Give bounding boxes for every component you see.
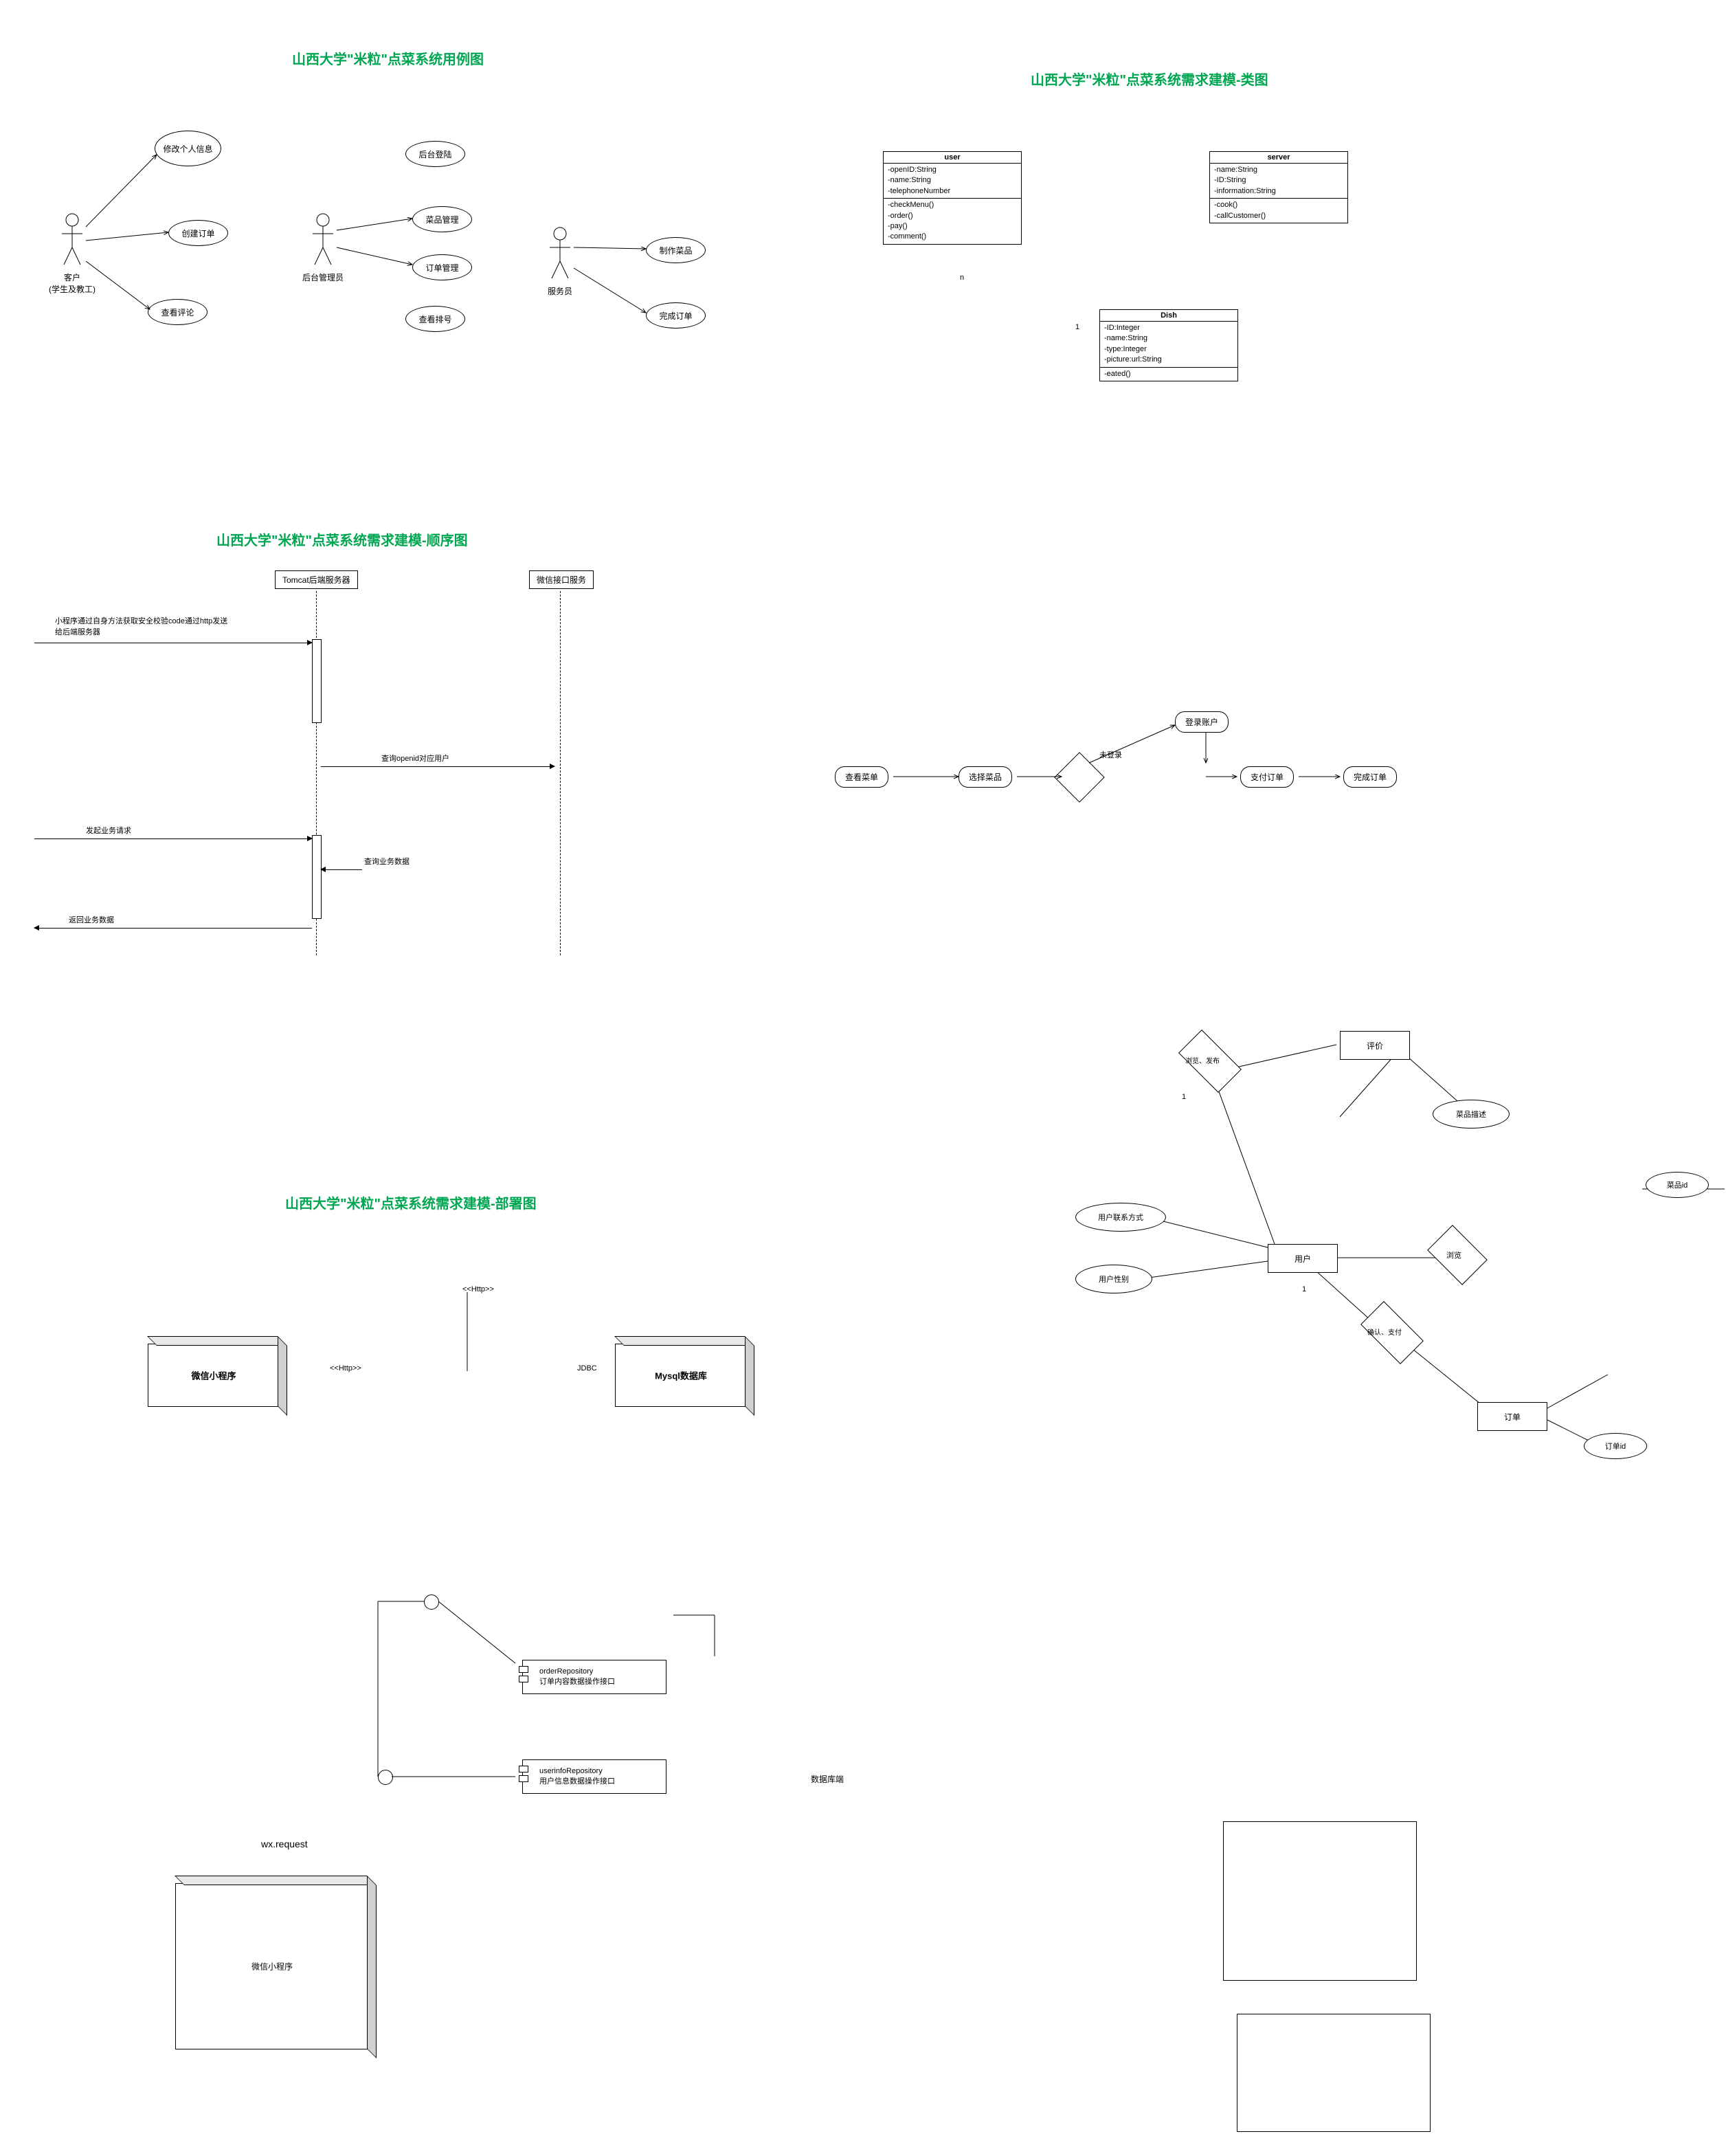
- component-order-repo-name: orderRepository: [539, 1667, 656, 1676]
- class-title: 山西大学"米粒"点菜系统需求建模-类图: [1031, 69, 1268, 89]
- seq-activation-1: [312, 639, 322, 723]
- er-dish-desc: 菜品描述: [1433, 1100, 1510, 1129]
- component-wx-request: wx.request: [261, 1838, 308, 1849]
- er-user: 用户: [1268, 1244, 1338, 1273]
- activity-connectors: [825, 687, 1443, 825]
- deploy-mysql-label: Mysql数据库: [616, 1369, 746, 1382]
- actor-customer-label: 客户 (学生及教工): [41, 271, 103, 295]
- seq-msg1: 小程序通过自身方法获取安全校验code通过http发送给后端服务器: [55, 615, 234, 637]
- class-dish-ops: -eated(): [1100, 368, 1237, 381]
- activity-pay-order: 支付订单: [1240, 766, 1294, 788]
- component-miniprogram-label: 微信小程序: [176, 1961, 368, 1972]
- component-user-repo-name: userinfoRepository: [539, 1767, 656, 1775]
- actor-admin-label: 后台管理员: [295, 271, 350, 283]
- class-dish-attrs: -ID:Integer -name:String -type:Integer -…: [1100, 322, 1237, 368]
- seq-title: 山西大学"米粒"点菜系统需求建模-顺序图: [216, 529, 468, 549]
- activity-select-dish: 选择菜品: [959, 766, 1012, 788]
- seq-arrow-3: [34, 838, 312, 839]
- class-mult-1: 1: [1075, 323, 1079, 331]
- seq-arrow-5: [321, 869, 362, 870]
- class-mult-n: n: [960, 274, 964, 282]
- seq-tomcat: Tomcat后端服务器: [275, 570, 358, 589]
- activity-complete-order: 完成订单: [1343, 766, 1397, 788]
- er-browse-label: 浏览: [1446, 1249, 1461, 1260]
- deploy-http-2: <<Http>>: [462, 1285, 494, 1293]
- component-order-repo-desc: 订单内容数据操作接口: [539, 1676, 656, 1687]
- seq-wechat: 微信接口服务: [529, 570, 594, 589]
- usecase-view-queue: 查看排号: [405, 306, 465, 332]
- usecase-order-mgmt: 订单管理: [412, 254, 472, 280]
- class-user-name: user: [884, 152, 1021, 164]
- component-circle-2: [378, 1770, 393, 1785]
- deploy-http-1: <<Http>>: [330, 1364, 361, 1372]
- component-user-repo-desc: 用户信息数据操作接口: [539, 1775, 656, 1786]
- usecase-make-dish: 制作菜品: [646, 237, 706, 263]
- component-circle-1: [424, 1594, 439, 1610]
- er-order-id: 订单id: [1584, 1433, 1647, 1459]
- seq-msg3: 发起业务请求: [86, 825, 131, 836]
- deploy-title: 山西大学"米粒"点菜系统需求建模-部署图: [285, 1192, 537, 1212]
- actor-waiter-label: 服务员: [539, 285, 581, 297]
- class-dish-name: Dish: [1100, 310, 1237, 322]
- er-one-1: 1: [1182, 1093, 1186, 1101]
- er-order: 订单: [1477, 1402, 1547, 1431]
- er-one-2: 1: [1302, 1285, 1306, 1293]
- deploy-connectors: [275, 1271, 618, 1409]
- component-user-repo: userinfoRepository 用户信息数据操作接口: [522, 1759, 666, 1794]
- usecase-backend-login: 后台登陆: [405, 141, 465, 167]
- seq-arrow-4: [34, 928, 312, 929]
- activity-not-login: 未登录: [1099, 749, 1122, 760]
- usecase-dish-mgmt: 菜品管理: [412, 206, 472, 232]
- class-dish: Dish -ID:Integer -name:String -type:Inte…: [1099, 309, 1238, 381]
- actor-waiter-icon: [546, 227, 574, 282]
- er-confirm-pay-label: 确认、支付: [1367, 1326, 1402, 1337]
- empty-box-2: [1237, 2014, 1431, 2132]
- usecase-view-review: 查看评论: [148, 299, 208, 325]
- class-server-ops: -cook() -callCustomer(): [1210, 199, 1347, 223]
- usecase-modify-info: 修改个人信息: [155, 131, 221, 166]
- seq-arrow-2: [321, 766, 554, 767]
- seq-msg5: 查询业务数据: [364, 856, 410, 867]
- er-browse-publish-label: 浏览、发布: [1185, 1055, 1220, 1065]
- component-order-repo: orderRepository 订单内容数据操作接口: [522, 1660, 666, 1694]
- component-db-side: 数据库端: [811, 1773, 844, 1785]
- class-user: user -openID:String -name:String -teleph…: [883, 151, 1022, 245]
- empty-box-1: [1223, 1821, 1417, 1981]
- seq-lifeline-wechat: [560, 591, 561, 955]
- actor-customer-icon: [58, 213, 86, 268]
- deploy-mysql: Mysql数据库: [615, 1344, 747, 1407]
- activity-decision: [1054, 752, 1105, 803]
- activity-login-user: 登录账户: [1175, 711, 1229, 733]
- class-user-ops: -checkMenu() -order() -pay() -comment(): [884, 199, 1021, 244]
- class-user-attrs: -openID:String -name:String -telephoneNu…: [884, 164, 1021, 199]
- seq-activation-2: [312, 835, 322, 919]
- class-server-name: server: [1210, 152, 1347, 164]
- deploy-miniprogram-label: 微信小程序: [148, 1369, 279, 1382]
- usecase-create-order: 创建订单: [168, 220, 228, 246]
- er-user-contact: 用户联系方式: [1075, 1203, 1166, 1232]
- class-server: server -name:String -ID:String -informat…: [1209, 151, 1348, 223]
- component-connectors: [330, 1594, 742, 1835]
- activity-view-menu: 查看菜单: [835, 766, 888, 788]
- er-review: 评价: [1340, 1031, 1410, 1060]
- seq-msg2: 查询openid对应用户: [381, 753, 449, 764]
- class-server-attrs: -name:String -ID:String -information:Str…: [1210, 164, 1347, 199]
- er-user-gender: 用户性别: [1075, 1265, 1152, 1293]
- usecase-complete-order: 完成订单: [646, 302, 706, 329]
- actor-admin-icon: [309, 213, 337, 268]
- seq-msg4: 返回业务数据: [69, 914, 114, 925]
- er-dish-id: 菜品id: [1646, 1172, 1709, 1198]
- deploy-miniprogram: 微信小程序: [148, 1344, 280, 1407]
- deploy-jdbc: JDBC: [577, 1364, 597, 1372]
- usecase-title: 山西大学"米粒"点菜系统用例图: [292, 48, 484, 68]
- component-miniprogram-box: 微信小程序: [175, 1883, 369, 2049]
